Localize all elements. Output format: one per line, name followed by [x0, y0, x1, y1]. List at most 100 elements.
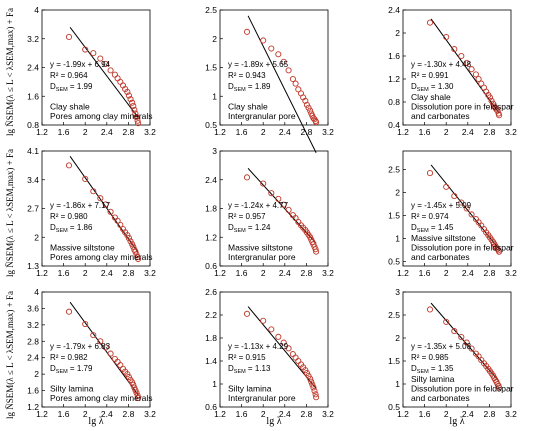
data-point: [468, 66, 475, 73]
data-point: [313, 394, 320, 401]
x-tick-label: 1.6: [58, 127, 70, 137]
x-tick-label: 2: [83, 409, 88, 419]
x-tick-label: 2.4: [279, 268, 291, 278]
x-tick-label: 2.8: [122, 127, 134, 137]
fit-equation: y = -1.89x + 5.65: [228, 60, 289, 69]
y-tick-label: 2.5: [388, 164, 400, 174]
data-point: [97, 338, 104, 345]
x-tick-label: 1.2: [214, 127, 226, 137]
x-tick-label: 1.2: [214, 268, 226, 278]
fit-line: [430, 164, 500, 250]
y-tick-label: 1: [212, 91, 217, 101]
data-point: [117, 78, 124, 85]
y-tick-label: 1.6: [27, 91, 39, 101]
fit-equation: y = -1.99x + 6.94: [50, 60, 111, 69]
x-tick-label: 2.8: [300, 268, 312, 278]
x-tick-label: 2: [444, 409, 449, 419]
chart-panel: 1.2 1.6 2 2.4 2.8 3.2 0.6 1 1.4 1.8 2.2 2.6 y = -1.1…: [205, 287, 334, 419]
x-tick-label: 2: [83, 268, 88, 278]
x-tick-label: 2: [261, 268, 266, 278]
r-squared: R² = 0.957: [228, 212, 266, 221]
r-squared: R² = 0.915: [228, 353, 266, 362]
data-point: [307, 107, 314, 114]
y-tick-label: 2: [212, 34, 217, 44]
x-tick-label: 2.4: [101, 268, 113, 278]
x-tick-label: 3.2: [322, 127, 334, 137]
r-squared: R² = 0.982: [50, 353, 88, 362]
x-tick-label: 2.8: [483, 268, 495, 278]
panel-label: Intergranular pore: [228, 111, 296, 121]
r-squared: R² = 0.964: [50, 71, 88, 80]
x-axis-title: lg λ: [266, 416, 281, 427]
data-point: [308, 378, 315, 385]
x-tick-label: 1.2: [36, 127, 48, 137]
data-point: [275, 51, 282, 58]
data-point: [90, 332, 97, 339]
fractal-dimension: DSEM = 1.45: [411, 223, 454, 234]
data-point: [496, 248, 503, 255]
data-point: [426, 170, 434, 177]
x-tick-label: 2.4: [101, 409, 113, 419]
fit-equation: y = -1.79x + 6.83: [50, 342, 111, 351]
data-point: [458, 334, 465, 341]
panel-label: Silty lamina: [228, 384, 272, 394]
y-tick-label: 2: [34, 232, 39, 242]
x-tick-label: 3.2: [144, 268, 156, 278]
data-point: [463, 59, 470, 66]
y-tick-label: 3: [395, 287, 400, 297]
r-squared: R² = 0.974: [411, 212, 449, 221]
x-tick-label: 1.2: [397, 127, 409, 137]
y-tick-label: 2: [395, 187, 400, 197]
plot-frame: [402, 291, 512, 408]
data-point: [312, 246, 319, 253]
y-axis-title: lg N̄SEM(λ ≤ L < λSEM,max) + Fa: [5, 8, 15, 136]
y-tick-label: 1.6: [388, 51, 400, 61]
y-tick-label: 4.1: [27, 146, 39, 156]
data-point: [285, 206, 292, 213]
chart-panel: 1.2 1.6 2 2.4 2.8 3.2 0.5 1 1.5 2 2.5 y = -1.45x + …: [388, 150, 517, 278]
panel-label: Intergranular pore: [228, 393, 296, 403]
x-tick-label: 1.2: [397, 268, 409, 278]
y-tick-label: 1.3: [27, 261, 39, 271]
data-point: [496, 384, 503, 391]
data-point: [97, 55, 104, 62]
fractal-dimension: DSEM = 1.89: [228, 82, 271, 93]
x-tick-label: 1.6: [419, 409, 431, 419]
plot-frame: [402, 150, 512, 267]
data-point: [127, 96, 134, 103]
x-tick-label: 3.2: [144, 409, 156, 419]
plot-frame: [402, 9, 512, 126]
data-point: [458, 52, 465, 60]
x-tick-label: 3.2: [144, 127, 156, 137]
panel-label: Silty lamina: [50, 384, 94, 394]
x-tick-label: 3.2: [505, 127, 517, 137]
y-tick-label: 1.2: [27, 402, 39, 412]
panel-label: and carbonates: [411, 111, 470, 121]
data-point: [268, 326, 275, 333]
fit-equation: y = -1.30x + 4.48: [411, 60, 472, 69]
data-point: [295, 357, 302, 365]
data-point: [135, 255, 142, 263]
data-point: [309, 381, 316, 388]
panel-label: Massive siltstone: [411, 233, 476, 243]
y-tick-label: 4: [34, 287, 39, 297]
y-tick-label: 2.7: [27, 204, 39, 214]
data-point: [107, 208, 114, 215]
y-tick-label: 2.4: [388, 5, 400, 15]
data-point: [260, 37, 267, 44]
data-point: [443, 183, 450, 190]
y-tick-label: 3.2: [27, 320, 39, 330]
y-tick-label: 1.4: [205, 356, 217, 366]
x-tick-label: 1.6: [236, 127, 248, 137]
x-tick-label: 3.2: [505, 268, 517, 278]
data-point: [90, 188, 97, 195]
y-tick-label: 1.5: [388, 356, 400, 366]
y-tick-label: 2.4: [27, 63, 39, 73]
data-point: [82, 46, 89, 53]
panel-label: and carbonates: [411, 252, 470, 262]
y-tick-label: 1: [395, 379, 400, 389]
data-point: [135, 120, 142, 127]
x-tick-label: 2.4: [279, 127, 291, 137]
data-point: [117, 362, 124, 369]
panel-label: Pores among clay minerals: [50, 111, 153, 121]
